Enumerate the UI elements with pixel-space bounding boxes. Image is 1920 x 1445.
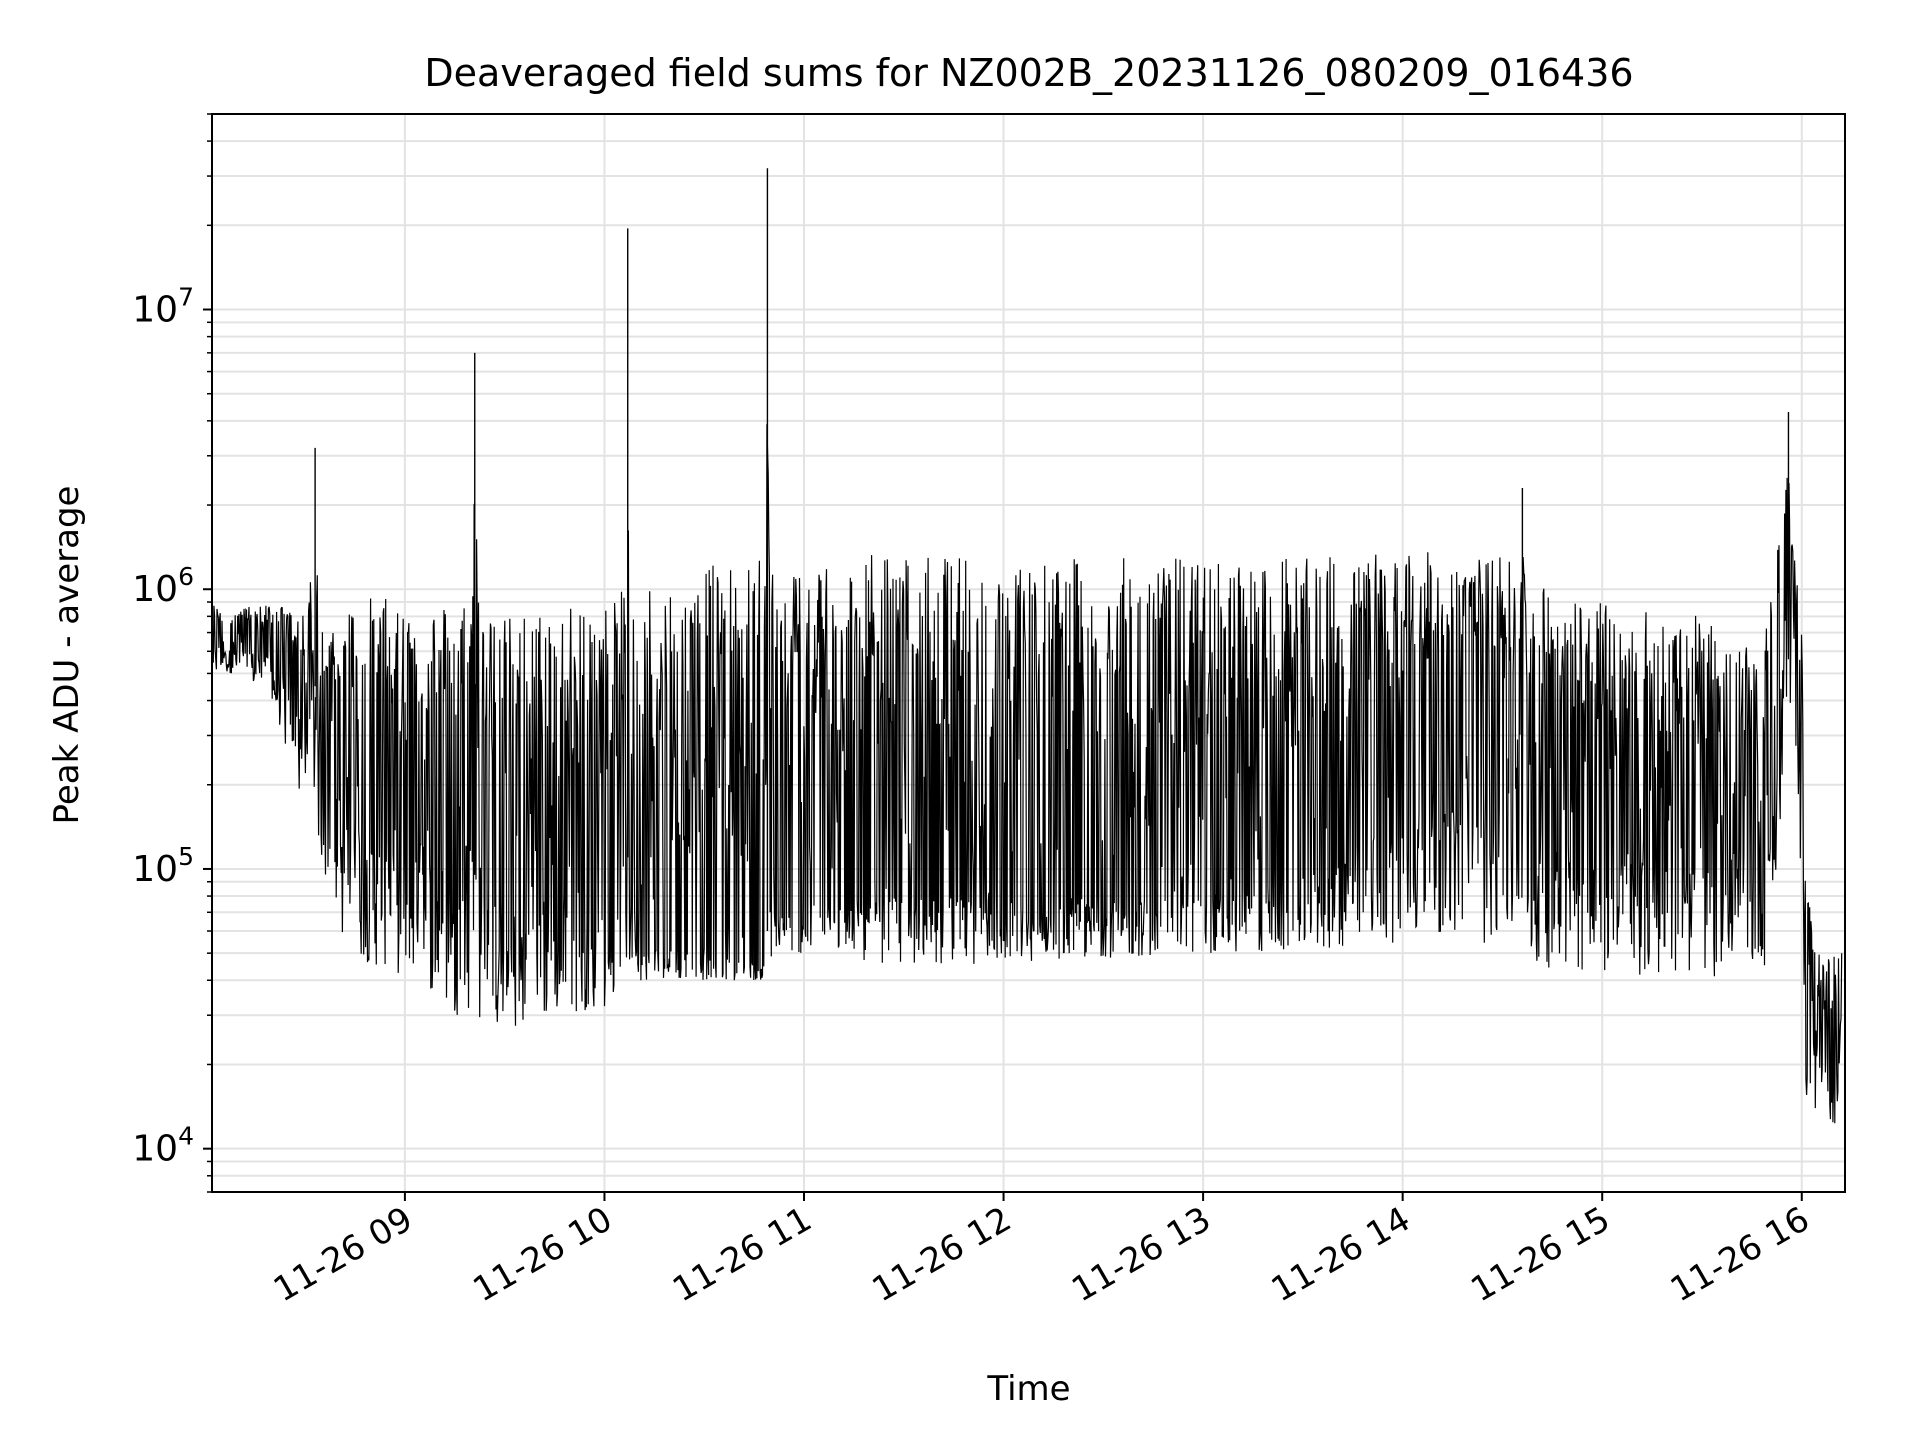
y-tick-label: 107 [132,283,194,331]
series-line [211,424,1843,1124]
series [211,168,1843,1124]
y-tick-label: 106 [132,562,194,610]
chart-title: Deaveraged field sums for NZ002B_2023112… [424,51,1633,95]
y-tick-label: 104 [132,1122,194,1170]
x-axis-label: Time [986,1369,1070,1409]
y-tick-label: 105 [132,842,194,890]
y-axis-label: Peak ADU - average [47,486,87,825]
plot-frame [211,113,1846,1193]
